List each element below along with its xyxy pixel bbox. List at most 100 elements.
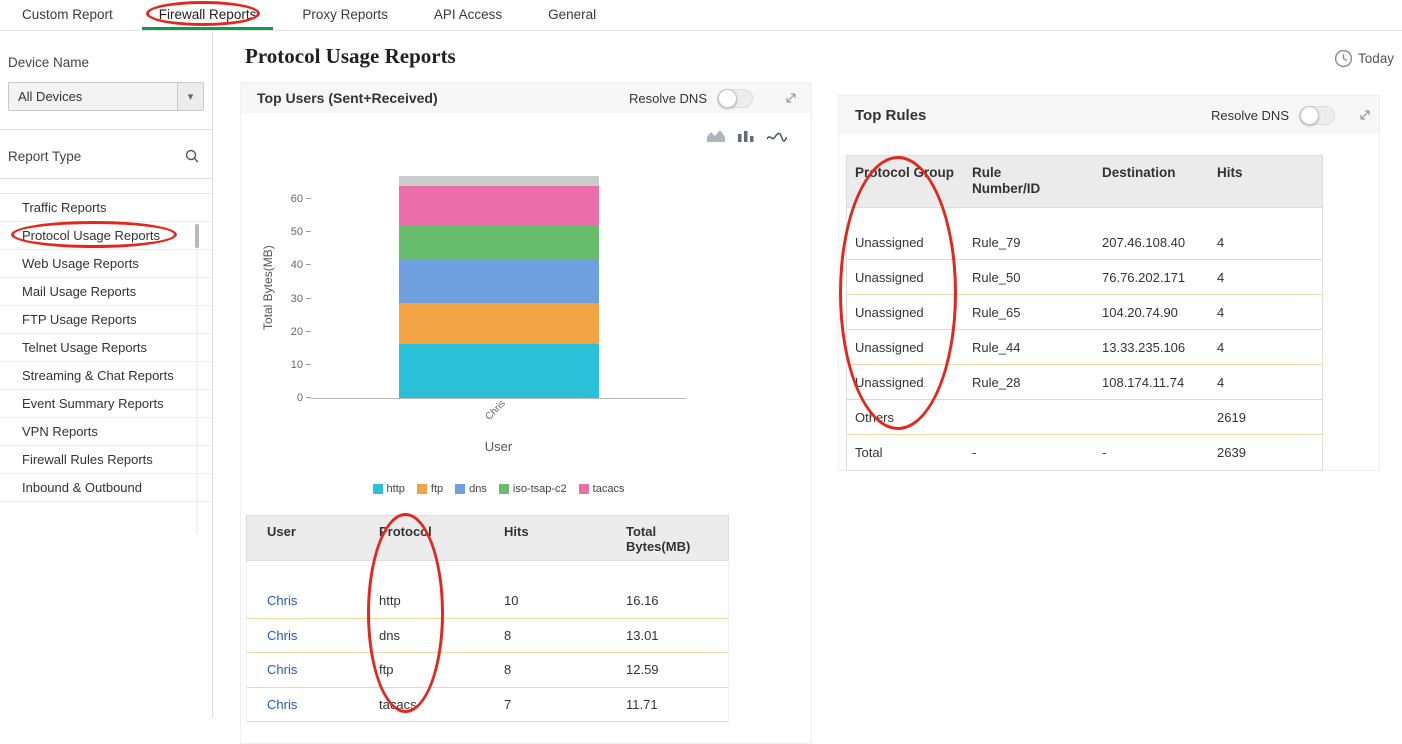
user-link[interactable]: Chris: [267, 662, 298, 678]
legend-item-ftp[interactable]: ftp: [416, 483, 443, 495]
line-chart-icon[interactable]: [767, 130, 787, 142]
tab-api-access[interactable]: API Access: [433, 7, 503, 22]
rules-table-cell-hits: 4: [1217, 374, 1225, 390]
sidebar-item-vpn-reports[interactable]: VPN Reports: [0, 418, 212, 446]
main-content: Protocol Usage Reports Today Top Users (…: [214, 31, 1402, 744]
sidebar-item-inbound-outbound[interactable]: Inbound & Outbound: [0, 474, 212, 502]
time-filter-button[interactable]: Today: [1334, 49, 1394, 68]
rules-table-row: Unassigned Rule_50 76.76.202.171 4: [847, 260, 1322, 295]
bar-segment-ftp[interactable]: [399, 302, 599, 345]
top-users-panel-header: Top Users (Sent+Received) Resolve DNS: [241, 83, 811, 113]
users-table-cell-hits: 10: [504, 593, 519, 609]
user-link[interactable]: Chris: [267, 696, 298, 712]
top-rules-panel: Top Rules Resolve DNS Protocol Group Rule…: [838, 95, 1380, 471]
rules-table-cell-destination: 104.20.74.90: [1102, 304, 1178, 320]
users-table-header-cell[interactable]: User: [267, 524, 296, 539]
legend-swatch: [498, 484, 509, 494]
users-table-cell-total-bytes: 12.59: [626, 662, 659, 678]
y-tick-label: 40: [290, 259, 303, 272]
tab-general[interactable]: General: [548, 7, 597, 22]
sidebar-item-protocol-usage-reports[interactable]: Protocol Usage Reports: [0, 222, 212, 250]
bar-segment-dns[interactable]: [399, 259, 599, 303]
sidebar-item-mail-usage-reports[interactable]: Mail Usage Reports: [0, 278, 212, 306]
rules-table-cell-protocol-group: Unassigned: [855, 269, 924, 285]
x-tick-label: Chris: [483, 398, 508, 423]
resolve-dns-toggle[interactable]: [717, 88, 753, 108]
sidebar-item-web-usage-reports[interactable]: Web Usage Reports: [0, 250, 212, 278]
top-rules-panel-header: Top Rules Resolve DNS: [839, 96, 1379, 134]
rules-table-cell-rule-number: Rule_65: [972, 304, 1021, 320]
rules-table-cell-destination: -: [1102, 445, 1107, 460]
users-table-cell-hits: 7: [504, 696, 512, 712]
toggle-knob: [718, 88, 737, 108]
users-table-row: Chris dns 8 13.01: [246, 618, 729, 653]
rules-table-cell-destination: 13.33.235.106: [1102, 339, 1186, 355]
rules-table-header-cell[interactable]: Destination: [1102, 165, 1176, 180]
legend-swatch: [416, 484, 427, 494]
search-icon[interactable]: [185, 149, 199, 163]
resolve-dns-label: Resolve DNS: [628, 90, 707, 106]
expand-icon[interactable]: [785, 92, 797, 104]
legend-item-tacacs[interactable]: tacacs: [578, 483, 624, 495]
y-tick-label: 30: [290, 292, 303, 305]
bar-segment-http[interactable]: [399, 344, 599, 398]
chevron-down-icon[interactable]: ▾: [177, 83, 203, 110]
expand-icon[interactable]: [1359, 109, 1371, 121]
tab-custom-report[interactable]: Custom Report: [22, 7, 113, 22]
bar-chart-icon[interactable]: [738, 129, 754, 142]
rules-table-cell-rule-number: Rule_44: [972, 339, 1021, 355]
tab-proxy-reports[interactable]: Proxy Reports: [302, 7, 388, 22]
sidebar-item-firewall-rules-reports[interactable]: Firewall Rules Reports: [0, 446, 212, 474]
users-table-row: Chris http 10 16.16: [246, 584, 729, 619]
rules-table-header-row: Protocol Group Rule Number/ID Destination H…: [847, 156, 1322, 208]
sidebar-item-ftp-usage-reports[interactable]: FTP Usage Reports: [0, 306, 212, 334]
sidebar-item-telnet-usage-reports[interactable]: Telnet Usage Reports: [0, 334, 212, 362]
rules-table-cell-destination: 76.76.202.171: [1102, 269, 1186, 285]
legend-label: http: [386, 483, 405, 495]
legend-swatch: [372, 484, 383, 494]
tab-firewall-reports[interactable]: Firewall Reports: [141, 0, 273, 30]
sidebar-item-streaming-chat-reports[interactable]: Streaming & Chat Reports: [0, 362, 212, 390]
area-chart-icon[interactable]: [707, 129, 725, 142]
report-type-label: Report Type: [8, 148, 82, 164]
device-name-label: Device Name: [8, 55, 90, 70]
rules-table-header-cell[interactable]: Protocol Group: [855, 165, 954, 180]
rules-table-cell-rule-number: Rule_28: [972, 374, 1021, 390]
sidebar-item-event-summary-reports[interactable]: Event Summary Reports: [0, 390, 212, 418]
bar-segment-iso-tsap-c2[interactable]: [399, 224, 599, 260]
users-table-cell-hits: 8: [504, 627, 512, 643]
users-table-header-cell[interactable]: Protocol: [379, 524, 432, 539]
rules-table-header-cell[interactable]: Rule Number/ID: [972, 165, 1041, 196]
stacked-bar-chart: 0 10 20 30 40 50 60: [291, 175, 686, 404]
toggle-knob: [1300, 105, 1319, 125]
bar-segment-tacacs[interactable]: [399, 185, 599, 225]
rules-table-header-cell[interactable]: Hits: [1217, 165, 1243, 180]
users-table-spacer: [246, 561, 729, 584]
top-users-panel: Top Users (Sent+Received) Resolve DNS: [240, 82, 812, 744]
sidebar-scrollbar-thumb[interactable]: [195, 224, 199, 248]
rules-table-cell-protocol-group: Total: [855, 445, 883, 460]
rules-table-row: Total - - 2639: [847, 435, 1322, 470]
bar-segment-top-cap[interactable]: [399, 175, 599, 186]
rules-table-cell-protocol-group: Unassigned: [855, 339, 924, 355]
rules-table-cell-rule-number: -: [972, 445, 977, 460]
legend-item-http[interactable]: http: [372, 483, 405, 495]
sidebar-item-traffic-reports[interactable]: Traffic Reports: [0, 194, 212, 222]
sidebar-scrollbar[interactable]: [196, 224, 198, 534]
y-tick-label: 50: [290, 226, 303, 239]
device-select[interactable]: All Devices ▾: [8, 82, 204, 111]
legend-item-dns[interactable]: dns: [455, 483, 487, 495]
users-table-header-cell[interactable]: Total Bytes(MB): [626, 524, 691, 554]
users-table-header-cell[interactable]: Hits: [504, 524, 529, 539]
user-link[interactable]: Chris: [267, 593, 298, 609]
users-table-cell-total-bytes: 13.01: [626, 627, 659, 643]
top-tabs: Custom Report Firewall Reports Proxy Repor…: [22, 0, 642, 30]
device-select-value: All Devices: [18, 89, 83, 104]
stacked-bar-chris[interactable]: [399, 175, 599, 398]
rules-table-cell-rule-number: Rule_79: [972, 234, 1021, 250]
legend-item-iso-tsap-c2[interactable]: iso-tsap-c2: [498, 483, 567, 495]
resolve-dns-toggle[interactable]: [1299, 105, 1335, 125]
user-link[interactable]: Chris: [267, 627, 298, 643]
top-users-title: Top Users (Sent+Received): [257, 90, 438, 106]
clock-icon: [1334, 49, 1353, 68]
